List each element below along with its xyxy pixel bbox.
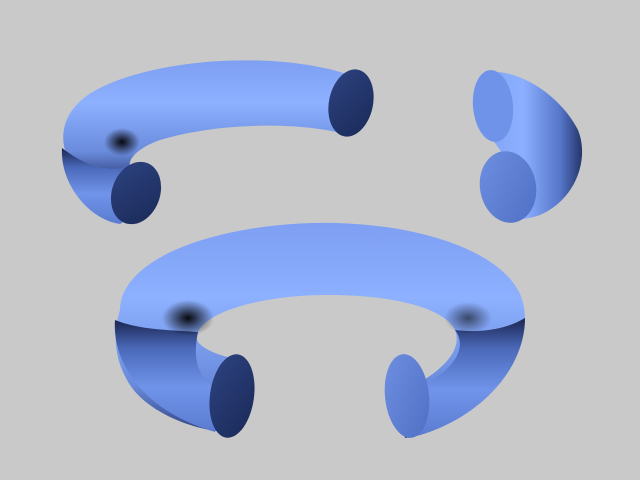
tube-body — [63, 60, 364, 182]
torus-inner-shadow-left — [162, 300, 214, 336]
torus-inner-shadow-right — [444, 302, 492, 334]
tube-inner-shadow — [104, 128, 140, 156]
fragment-bottom-cap — [479, 151, 537, 223]
torus-end-cap-left — [209, 354, 255, 438]
tube-end-cap-left — [110, 161, 162, 225]
torus-front-left — [114, 320, 228, 432]
torus-front-right — [398, 318, 525, 438]
torus-end-cap-right — [384, 354, 430, 438]
upper-right-torus-fragment — [472, 70, 583, 223]
upper-left-open-torus — [61, 60, 374, 225]
fragment-top-cap — [472, 70, 514, 142]
bottom-open-torus — [114, 222, 525, 438]
tube-end-cap-right — [328, 69, 374, 137]
